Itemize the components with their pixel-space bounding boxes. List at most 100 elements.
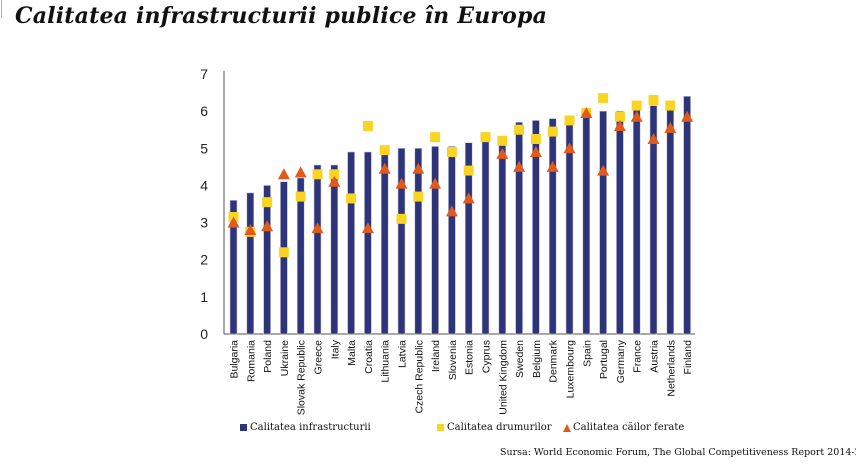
x-tick-label: Romania [245,340,257,382]
railways-marker-poland [261,220,274,232]
x-tick-label: Lithuania [380,340,392,383]
x-tick-label: United Kingdom [497,340,509,415]
x-tick-label: Denmark [548,339,560,382]
bar-croatia [364,151,372,335]
bar-bulgaria [229,199,238,335]
bar-romania [246,192,255,335]
roads-marker-series [228,93,676,258]
x-tick-label: Portugal [598,340,610,379]
y-tick-label: 3 [200,215,208,231]
roads-marker-cyprus [480,132,491,143]
roads-marker-denmark [547,126,558,137]
roads-marker-austria [648,95,659,105]
x-tick-label: Sweden [514,340,526,378]
railways-marker-italy [328,175,341,187]
railways-marker-slovenia [445,205,458,217]
roads-marker-italy [329,169,340,180]
legend-item-railways: Calitatea căilor ferate [563,422,684,433]
bar-germany [616,110,624,335]
x-tick-label: Slovak Republic [296,340,308,415]
railways-marker-austria [647,133,660,144]
roads-marker-ireland [430,132,441,143]
x-tick-label: Luxembourg [565,340,577,399]
x-tick-label: Malta [346,340,358,366]
bar-series [229,95,691,335]
railways-marker-lithuania [378,162,391,174]
railways-marker-finland [681,110,694,122]
legend-item-infrastructure: Calitatea infrastructurii [240,422,371,433]
railways-marker-romania [244,224,257,235]
x-tick-label: Ukraine [279,340,291,376]
bar-denmark [548,118,557,335]
y-tick-label: 2 [200,252,208,268]
x-tick-label: Cyprus [481,340,493,373]
bar-ukraine [280,181,288,335]
bar-sweden [515,121,523,335]
legend-label: Calitatea căilor ferate [573,422,685,433]
bar-netherlands [666,108,675,335]
bar-poland [263,185,271,335]
railways-marker-denmark [546,160,559,172]
y-tick-label: 7 [200,66,208,82]
y-tick-label: 4 [200,177,208,193]
x-tick-label: Bulgaria [229,340,241,379]
corner-accent-line [1,0,2,18]
x-tick-label: Greece [313,340,325,375]
roads-marker-poland [262,197,273,208]
x-tick-label: Latvia [397,340,409,368]
x-tick-label: Finland [682,340,694,375]
railways-marker-czech-republic [412,162,425,174]
roads-marker-germany [614,111,625,122]
chart-title: Calitatea infrastructurii publice în Eur… [15,3,548,29]
roads-marker-latvia [396,213,407,224]
x-tick-label: Germany [615,339,627,383]
roads-marker-slovenia [446,147,457,157]
x-tick-label: Belgium [531,340,543,378]
roads-marker-netherlands [665,100,676,111]
roads-marker-luxembourg [564,115,575,126]
bar-slovenia [448,146,456,335]
roads-marker-malta [346,193,357,204]
railways-marker-luxembourg [563,142,576,154]
x-axis-ticks: Bulgaria Romania Poland Ukraine Slovak Repub… [229,339,695,415]
legend-swatch-yellow-square-icon [437,424,444,431]
railways-marker-portugal [597,164,610,176]
x-tick-label: Netherlands [665,340,677,397]
railways-marker-spain [580,107,593,118]
railways-marker-greece [311,222,324,234]
legend-swatch-orange-triangle-icon [563,423,571,432]
bar-greece [313,164,322,335]
legend-label: Calitatea drumurilor [447,422,552,433]
bar-slovak-republic [296,177,305,335]
x-tick-label: Slovenia [447,340,459,380]
railways-marker-germany [613,120,626,131]
bar-france [632,108,641,335]
roads-marker-estonia [463,165,474,176]
bar-spain [582,110,591,335]
railways-marker-ireland [429,177,442,189]
x-tick-label: Austria [649,340,661,373]
y-tick-label: 5 [200,140,208,156]
railways-marker-estonia [462,192,475,204]
bar-cyprus [481,138,490,335]
bar-latvia [397,147,406,335]
railways-marker-croatia [361,222,374,234]
railways-marker-slovak-republic [294,166,307,178]
bar-lithuania [380,149,389,335]
roads-marker-czech-republic [413,191,424,202]
roads-marker-croatia [362,121,373,131]
legend-label: Calitatea infrastructurii [250,422,371,433]
roads-marker-portugal [598,93,609,104]
railways-marker-france [630,110,643,122]
roads-marker-belgium [530,134,541,144]
x-tick-label: Poland [262,340,274,373]
railways-marker-ukraine [277,168,290,180]
railways-marker-united-kingdom [496,147,509,159]
roads-marker-ukraine [278,247,289,258]
x-tick-label: Estonia [464,340,476,375]
x-tick-label: Czech Republic [413,340,425,414]
bar-austria [649,105,658,335]
roads-marker-france [631,100,642,111]
y-tick-label: 1 [200,289,208,305]
